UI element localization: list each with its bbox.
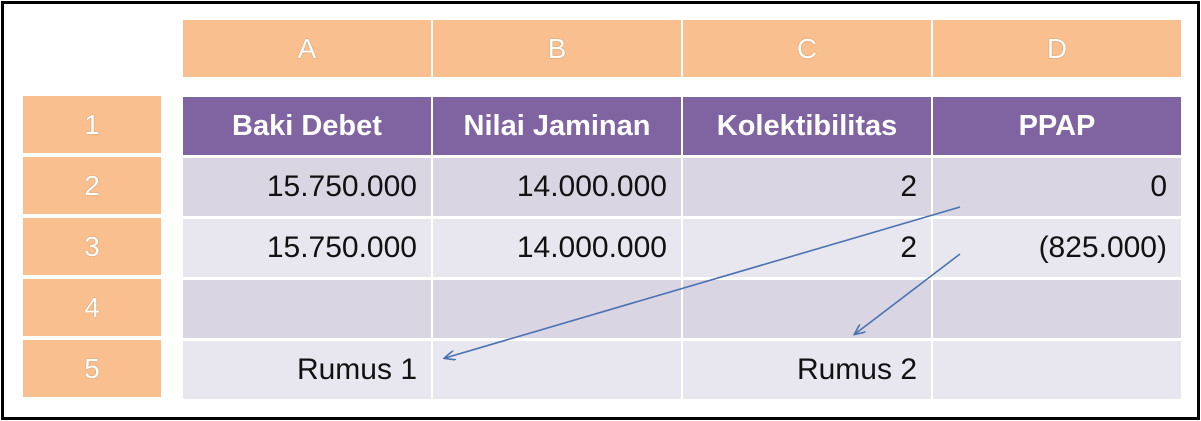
row-header-3[interactable]: 3 [23,218,161,275]
column-header-a[interactable]: A [183,20,431,77]
cell-c2[interactable]: 2 [683,158,931,216]
cell-d5[interactable] [933,341,1181,399]
header-cell-baki-debet[interactable]: Baki Debet [183,97,431,155]
header-cell-ppap[interactable]: PPAP [933,97,1181,155]
header-cell-nilai-jaminan[interactable]: Nilai Jaminan [433,97,681,155]
row-header-2[interactable]: 2 [23,157,161,214]
cell-b5[interactable] [433,341,681,399]
cell-b4[interactable] [433,280,681,338]
row-header-1[interactable]: 1 [23,96,161,153]
cell-a3[interactable]: 15.750.000 [183,219,431,277]
cell-d3[interactable]: (825.000) [933,219,1181,277]
row-header-5[interactable]: 5 [23,340,161,397]
cell-c3[interactable]: 2 [683,219,931,277]
column-header-b[interactable]: B [433,20,681,77]
cell-d4[interactable] [933,280,1181,338]
cell-a2[interactable]: 15.750.000 [183,158,431,216]
cell-b2[interactable]: 14.000.000 [433,158,681,216]
column-header-d[interactable]: D [933,20,1181,77]
cell-c5-rumus-2[interactable]: Rumus 2 [683,341,931,399]
cell-c4[interactable] [683,280,931,338]
row-header-4[interactable]: 4 [23,279,161,336]
cell-d2[interactable]: 0 [933,158,1181,216]
column-header-c[interactable]: C [683,20,931,77]
cell-b3[interactable]: 14.000.000 [433,219,681,277]
cell-a5-rumus-1[interactable]: Rumus 1 [183,341,431,399]
header-cell-kolektibilitas[interactable]: Kolektibilitas [683,97,931,155]
cell-a4[interactable] [183,280,431,338]
